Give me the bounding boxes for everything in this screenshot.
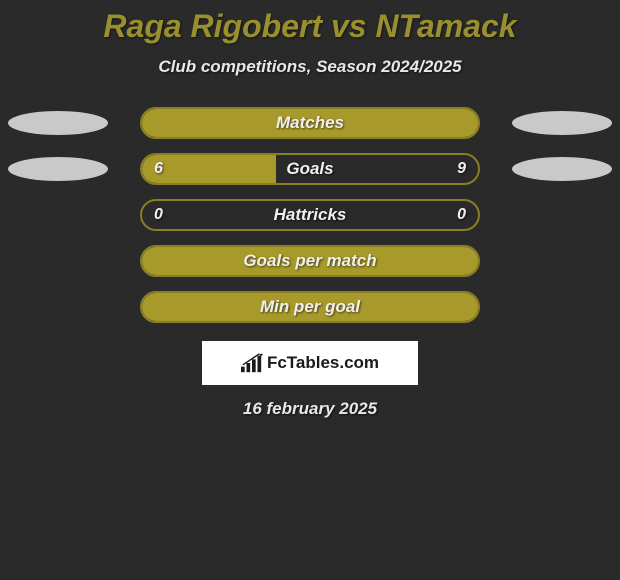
stat-value-left: 0 [154, 206, 163, 224]
stat-label: Goals [142, 159, 478, 179]
stat-label: Goals per match [142, 251, 478, 271]
logo-text: FcTables.com [267, 353, 379, 373]
stat-row: Goals6 9 [0, 153, 620, 185]
stat-rows: Matches Goals6 9 Hattricks0 0 Goals per match… [0, 107, 620, 323]
comparison-infographic: Raga Rigobert vs NTamack Club competitio… [0, 0, 620, 419]
stat-value-right: 9 [457, 160, 466, 178]
player-marker-right [512, 111, 612, 135]
stat-bar: Goals per match [140, 245, 480, 277]
stat-label: Hattricks [142, 205, 478, 225]
chart-icon [241, 353, 263, 373]
stat-row: Goals per match [0, 245, 620, 277]
logo-badge: FcTables.com [202, 341, 418, 385]
date-text: 16 february 2025 [0, 399, 620, 419]
stat-value-right: 0 [457, 206, 466, 224]
stat-row: Hattricks0 0 [0, 199, 620, 231]
stat-label: Min per goal [142, 297, 478, 317]
stat-bar: Goals6 9 [140, 153, 480, 185]
stat-bar: Min per goal [140, 291, 480, 323]
stat-label: Matches [142, 113, 478, 133]
stat-row: Matches [0, 107, 620, 139]
stat-value-left: 6 [154, 160, 163, 178]
page-title: Raga Rigobert vs NTamack [0, 8, 620, 45]
stat-bar: Hattricks0 0 [140, 199, 480, 231]
stat-row: Min per goal [0, 291, 620, 323]
player-marker-left [8, 157, 108, 181]
player-marker-right [512, 157, 612, 181]
player-marker-left [8, 111, 108, 135]
stat-bar: Matches [140, 107, 480, 139]
page-subtitle: Club competitions, Season 2024/2025 [0, 57, 620, 77]
